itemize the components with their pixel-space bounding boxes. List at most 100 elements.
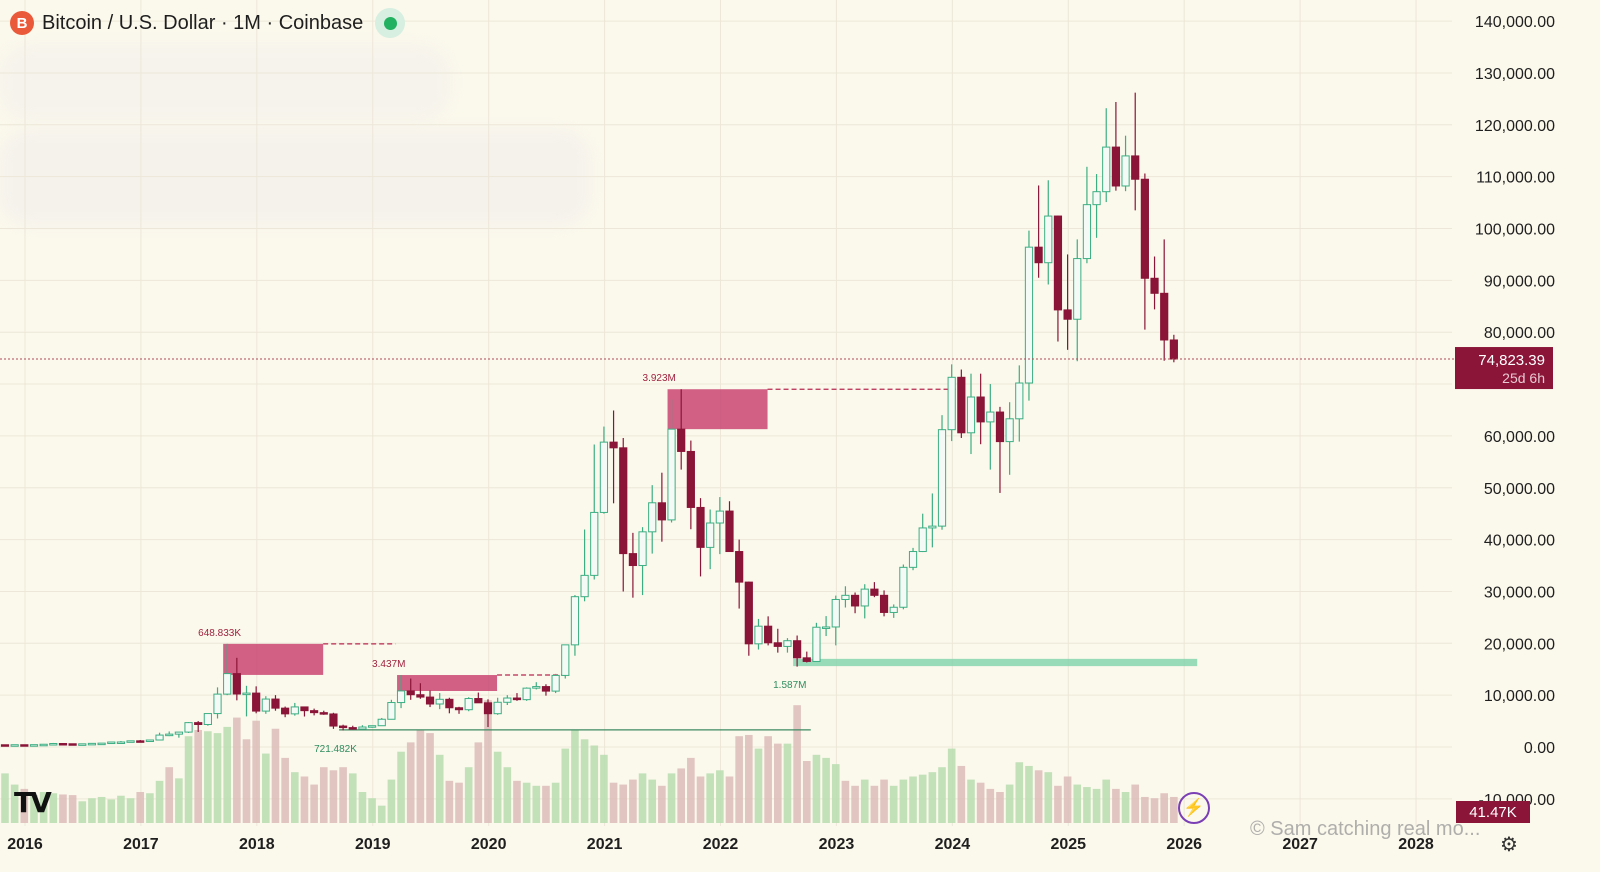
candle-body <box>203 713 212 725</box>
symbol-header[interactable]: B Bitcoin / U.S. Dollar · 1M · Coinbase <box>10 8 406 38</box>
volume-bar <box>716 770 724 823</box>
candle-body <box>879 594 889 613</box>
y-tick-label: 50,000.00 <box>1484 481 1555 498</box>
volume-bar <box>667 773 676 823</box>
candle-body <box>1053 215 1063 311</box>
candle-body <box>1082 204 1092 260</box>
candle-body <box>986 411 995 423</box>
volume-bar <box>928 772 937 823</box>
candle-body <box>387 702 396 720</box>
x-tick-label: 2022 <box>703 836 739 853</box>
candle-body <box>1102 146 1111 193</box>
volume-bar <box>696 776 705 823</box>
volume-bar <box>648 779 657 823</box>
candle-body <box>281 707 290 715</box>
volume-bar <box>339 767 347 823</box>
volume-tag <box>1456 801 1530 823</box>
y-tick-label: 100,000.00 <box>1475 222 1555 239</box>
volume-bar <box>377 805 386 823</box>
volume-bar <box>204 731 212 823</box>
candle-body <box>348 727 357 730</box>
candle-body <box>1073 258 1082 320</box>
tradingview-logo[interactable]: TV <box>14 786 52 819</box>
volume-tag-label: 41.47K <box>1469 804 1517 821</box>
candle-body <box>145 739 155 743</box>
candle-body <box>174 731 183 735</box>
lightning-icon[interactable]: ⚡ <box>1178 792 1210 824</box>
candle-body <box>223 673 232 695</box>
candle-body <box>271 698 280 709</box>
volume-bar <box>513 780 521 823</box>
volume-bar <box>551 782 560 823</box>
volume-bar <box>1092 788 1101 823</box>
candle-body <box>1131 155 1140 180</box>
candle-body <box>58 743 68 746</box>
candle-body <box>657 502 666 521</box>
candle-body <box>1150 277 1159 294</box>
volume-bar <box>783 743 792 823</box>
candle-body <box>39 743 48 747</box>
volume-bar <box>1141 796 1149 823</box>
y-tick-label: 90,000.00 <box>1484 273 1555 290</box>
candle-body <box>1160 292 1169 341</box>
candle-body <box>319 712 328 715</box>
candle-body <box>290 706 299 715</box>
candle-body <box>570 596 580 646</box>
volume-bar <box>629 779 637 823</box>
zone-label: 648.833K <box>198 628 241 639</box>
market-status-icon[interactable] <box>375 8 406 38</box>
volume-bar <box>416 730 425 823</box>
x-tick-label: 2025 <box>1050 836 1086 853</box>
y-tick-label: 130,000.00 <box>1475 66 1555 83</box>
candle-body <box>1140 178 1149 279</box>
candle-body <box>561 644 570 676</box>
candle-body <box>1024 246 1034 384</box>
volume-bar <box>1073 784 1082 823</box>
candle-body <box>10 744 19 747</box>
settings-gear-icon[interactable]: ⚙ <box>1500 834 1518 856</box>
candle-body <box>310 710 319 714</box>
candle-body <box>783 640 792 647</box>
redacted-area-2 <box>0 130 590 225</box>
volume-bar <box>117 795 125 823</box>
volume-bar <box>368 798 376 823</box>
candle-body <box>329 713 338 727</box>
volume-bar <box>1063 776 1072 823</box>
y-tick-label: 60,000.00 <box>1484 429 1555 446</box>
volume-bar <box>329 770 338 823</box>
volume-bar <box>503 767 512 823</box>
candle-body <box>377 718 386 727</box>
symbol-title[interactable]: Bitcoin / U.S. Dollar · 1M · Coinbase <box>42 11 364 34</box>
candle-body <box>522 687 531 701</box>
volume-bar <box>291 772 299 823</box>
grid <box>0 0 1452 826</box>
candle-body <box>937 429 947 527</box>
candle-body <box>715 510 724 524</box>
candle-body <box>599 441 609 513</box>
redacted-area-1 <box>0 45 450 120</box>
volume-bar <box>136 792 145 823</box>
volume-bar <box>175 778 183 823</box>
current-price-tag <box>1455 347 1553 390</box>
level-label: 721.482K <box>314 744 357 755</box>
volume-bar <box>1054 785 1062 823</box>
volume-bar <box>97 796 106 823</box>
volume-bar <box>1 773 9 823</box>
volume-bar <box>435 754 444 823</box>
volume-bar <box>580 739 589 823</box>
candle-body <box>242 692 251 696</box>
volume-bar <box>571 730 579 823</box>
volume-bar <box>1160 793 1168 823</box>
volume-bar <box>996 792 1004 823</box>
candle-body <box>831 598 840 628</box>
volume-bar <box>10 784 19 823</box>
demand-zone <box>793 658 1198 667</box>
volume-bar <box>39 792 48 823</box>
volume-bar <box>822 757 830 823</box>
candle-body <box>648 502 657 533</box>
volume-bar <box>976 782 985 823</box>
volume-bar <box>1083 787 1091 823</box>
volume-bar <box>455 782 463 823</box>
candle-body <box>976 396 985 423</box>
